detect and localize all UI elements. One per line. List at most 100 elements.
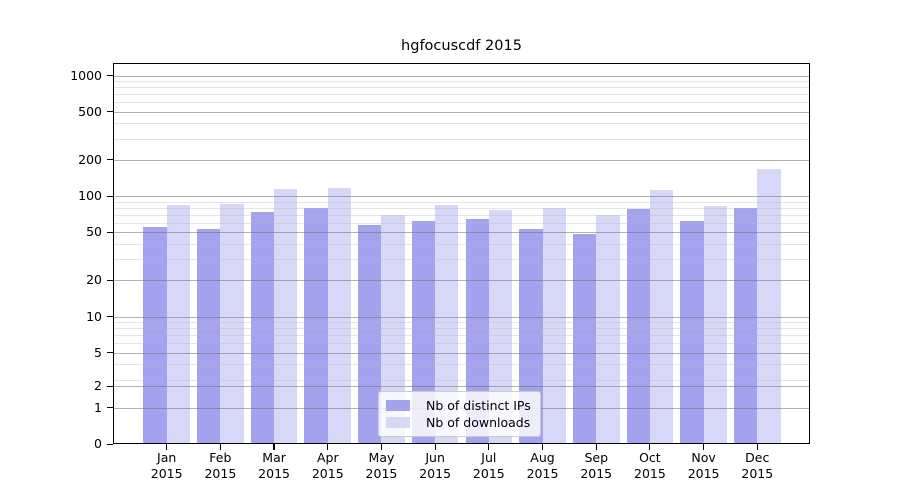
x-tick-label-line: 2015 [580, 466, 613, 481]
x-tick-jul [488, 444, 490, 450]
legend: Nb of distinct IPs Nb of downloads [378, 391, 541, 437]
y-tick-20 [107, 279, 113, 281]
bar-downloads-dec [757, 168, 781, 444]
bar-downloads-jun [435, 205, 459, 444]
major-gridline-y-5 [113, 352, 810, 354]
minor-gridline-y-8 [113, 328, 810, 330]
legend-swatch [386, 417, 410, 428]
y-tick-1 [107, 407, 113, 409]
y-tick-label-100: 100 [78, 188, 102, 203]
minor-gridline-y-70 [113, 214, 810, 216]
bar-downloads-jan [166, 204, 190, 444]
x-tick-label-line: 2015 [472, 466, 505, 481]
minor-gridline-y-30 [113, 259, 810, 260]
bar-downloads-jul [488, 209, 513, 444]
x-tick-label-may: May 2015 [349, 450, 413, 482]
chart-title: hgfocuscdf 2015 [401, 38, 522, 54]
y-tick-label-20: 20 [86, 272, 102, 288]
y-tick-200 [107, 159, 113, 161]
x-tick-label-line: 2015 [311, 466, 344, 481]
minor-gridline-y-6 [113, 343, 810, 345]
y-tick-label-500: 500 [78, 103, 102, 119]
x-tick-label-line: 2015 [204, 466, 237, 481]
y-tick-5 [107, 352, 113, 354]
minor-gridline-y-400 [113, 123, 810, 125]
y-tick-label-1000: 1000 [70, 67, 102, 83]
minor-gridline-y-9 [113, 322, 810, 323]
y-tick-500 [107, 111, 113, 113]
x-tick-label-line: Jul [481, 450, 497, 465]
bar-distinct-ips-jun [411, 221, 436, 444]
x-tick-label-line: 2015 [634, 466, 666, 481]
x-tick-label-line: Jun [425, 450, 445, 465]
major-gridline-y-2 [113, 386, 810, 387]
y-tick-label-2: 2 [94, 378, 102, 393]
y-tick-label-1: 1 [94, 399, 102, 415]
minor-gridline-y-800 [113, 87, 810, 89]
bar-distinct-ips-dec [733, 207, 758, 444]
bar-downloads-nov [703, 205, 727, 444]
minor-gridline-y-900 [113, 81, 810, 82]
bar-distinct-ips-jul [465, 219, 489, 444]
x-tick-label-aug: Aug 2015 [511, 450, 575, 482]
x-tick-label-line: May [368, 450, 395, 465]
minor-gridline-y-700 [113, 94, 810, 96]
legend-item-downloads: Nb of downloads [386, 414, 531, 431]
minor-gridline-y-600 [113, 102, 810, 104]
minor-gridline-y-300 [113, 138, 810, 140]
x-tick-label-line: Mar [262, 450, 286, 465]
minor-gridline-y-4 [113, 364, 810, 366]
x-tick-label-line: Sep [584, 450, 608, 465]
x-tick-sep [595, 444, 597, 450]
bar-distinct-ips-may [358, 224, 382, 444]
bar-distinct-ips-nov [680, 221, 704, 444]
major-gridline-y-50 [113, 232, 810, 234]
x-tick-label-line: Apr [316, 450, 339, 465]
minor-gridline-y-7 [113, 335, 810, 337]
x-tick-label-mar: Mar 2015 [242, 450, 306, 482]
x-tick-jun [434, 444, 436, 450]
bar-distinct-ips-oct [626, 209, 650, 444]
x-tick-label-line: 2015 [741, 466, 774, 481]
x-tick-label-feb: Feb 2015 [188, 450, 252, 482]
x-tick-label-jul: Jul 2015 [457, 450, 521, 482]
y-tick-label-0: 0 [94, 436, 102, 451]
x-tick-label-line: 2015 [419, 466, 452, 481]
x-tick-label-line: 2015 [258, 466, 290, 481]
legend-label: Nb of distinct IPs [426, 398, 531, 413]
x-tick-nov [703, 444, 705, 450]
bar-distinct-ips-mar [250, 211, 275, 444]
major-gridline-y-1000 [113, 75, 810, 77]
x-tick-label-line: 2015 [526, 466, 559, 481]
bar-downloads-aug [542, 207, 566, 444]
x-tick-oct [649, 444, 651, 450]
x-tick-label-apr: Apr 2015 [296, 450, 360, 482]
x-tick-label-oct: Oct 2015 [618, 450, 682, 482]
x-tick-label-line: Jan [157, 450, 177, 465]
minor-gridline-y-3 [113, 379, 810, 381]
bar-distinct-ips-aug [519, 229, 543, 444]
x-tick-label-jun: Jun 2015 [403, 450, 467, 482]
y-tick-label-200: 200 [78, 151, 102, 167]
x-tick-apr [327, 444, 329, 450]
minor-gridline-y-60 [113, 222, 810, 224]
minor-gridline-y-40 [113, 243, 810, 245]
x-tick-label-line: Aug [530, 450, 555, 465]
bar-distinct-ips-apr [304, 208, 328, 444]
x-tick-label-dec: Dec 2015 [725, 450, 789, 482]
bar-downloads-feb [220, 203, 244, 444]
y-tick-50 [107, 231, 113, 233]
minor-gridline-y-80 [113, 207, 810, 209]
bar-downloads-sep [596, 214, 620, 444]
x-tick-label-line: 2015 [687, 466, 720, 481]
x-tick-label-line: Nov [691, 450, 716, 465]
x-tick-label-line: Dec [745, 450, 770, 465]
y-tick-10 [107, 316, 113, 318]
y-tick-1000 [107, 75, 113, 77]
bar-distinct-ips-jan [143, 227, 167, 444]
major-gridline-y-10 [113, 316, 810, 318]
y-tick-100 [107, 195, 113, 197]
x-tick-label-sep: Sep 2015 [564, 450, 628, 482]
y-tick-2 [107, 385, 113, 387]
